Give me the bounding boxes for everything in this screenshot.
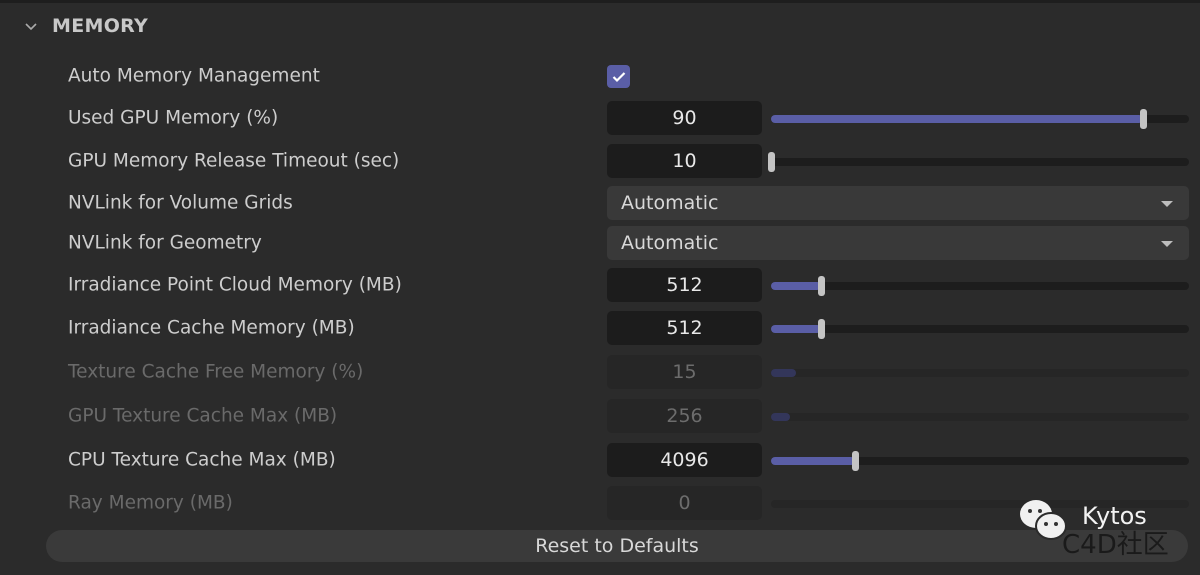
slider-fill — [771, 325, 822, 333]
reset-to-defaults-button[interactable]: Reset to Defaults — [46, 530, 1188, 562]
setting-label: Used GPU Memory (%) — [68, 107, 279, 129]
dropdown-select[interactable]: Automatic — [607, 226, 1189, 260]
setting-label: NVLink for Volume Grids — [68, 192, 293, 214]
setting-label: Irradiance Point Cloud Memory (MB) — [68, 274, 402, 296]
slider-track[interactable] — [771, 109, 1189, 129]
top-divider — [0, 0, 1200, 3]
value-field: 256 — [607, 399, 762, 433]
auto-memory-checkbox[interactable] — [607, 65, 630, 88]
setting-label: Ray Memory (MB) — [68, 492, 233, 514]
slider-fill — [771, 457, 855, 465]
setting-row: Irradiance Cache Memory (MB) 512 — [0, 308, 1200, 348]
slider-track — [771, 369, 1189, 377]
setting-row: Used GPU Memory (%) 90 — [0, 98, 1200, 138]
slider-fill — [771, 413, 790, 421]
dropdown-value: Automatic — [621, 232, 719, 254]
setting-row: CPU Texture Cache Max (MB) 4096 — [0, 440, 1200, 480]
slider-track[interactable] — [771, 319, 1189, 339]
dropdown-arrow-icon — [1161, 201, 1173, 207]
slider-track — [771, 413, 1189, 421]
setting-label: CPU Texture Cache Max (MB) — [68, 449, 336, 471]
value-field: 15 — [607, 355, 762, 389]
slider-thumb[interactable] — [1140, 109, 1148, 129]
chevron-down-icon — [25, 23, 37, 31]
memory-section-header[interactable]: MEMORY — [24, 12, 148, 40]
setting-label: Irradiance Cache Memory (MB) — [68, 317, 355, 339]
value-field[interactable]: 90 — [607, 101, 762, 135]
setting-row: Irradiance Point Cloud Memory (MB) 512 — [0, 265, 1200, 305]
slider-track[interactable] — [771, 276, 1189, 296]
value-field[interactable]: 512 — [607, 311, 762, 345]
section-title: MEMORY — [52, 15, 149, 37]
slider-track — [771, 500, 1189, 508]
value-field[interactable]: 512 — [607, 268, 762, 302]
setting-row: NVLink for Geometry Automatic — [0, 223, 1200, 263]
dropdown-select[interactable]: Automatic — [607, 186, 1189, 220]
dropdown-value: Automatic — [621, 192, 719, 214]
slider-thumb[interactable] — [818, 319, 826, 339]
slider-track[interactable] — [771, 451, 1189, 471]
slider-fill — [771, 115, 1144, 123]
setting-row: GPU Memory Release Timeout (sec) 10 — [0, 141, 1200, 181]
slider-fill — [771, 369, 797, 377]
value-field[interactable]: 10 — [607, 144, 762, 178]
setting-row: NVLink for Volume Grids Automatic — [0, 183, 1200, 223]
slider-thumb[interactable] — [851, 451, 859, 471]
dropdown-arrow-icon — [1161, 241, 1173, 247]
slider-thumb[interactable] — [768, 152, 775, 172]
slider-fill — [771, 282, 822, 290]
setting-label: Texture Cache Free Memory (%) — [68, 361, 364, 383]
setting-row: Auto Memory Management — [0, 56, 1200, 96]
setting-label: NVLink for Geometry — [68, 232, 262, 254]
slider-track[interactable] — [768, 152, 1189, 172]
value-field[interactable]: 4096 — [607, 443, 762, 477]
setting-row: Texture Cache Free Memory (%) 15 — [0, 352, 1200, 392]
slider-thumb[interactable] — [818, 276, 826, 296]
setting-label: Auto Memory Management — [68, 65, 320, 87]
setting-label: GPU Texture Cache Max (MB) — [68, 405, 338, 427]
setting-label: GPU Memory Release Timeout (sec) — [68, 150, 400, 172]
checkmark-icon — [612, 71, 625, 82]
value-field: 0 — [607, 486, 762, 520]
setting-row: GPU Texture Cache Max (MB) 256 — [0, 396, 1200, 436]
setting-row: Ray Memory (MB) 0 — [0, 483, 1200, 523]
